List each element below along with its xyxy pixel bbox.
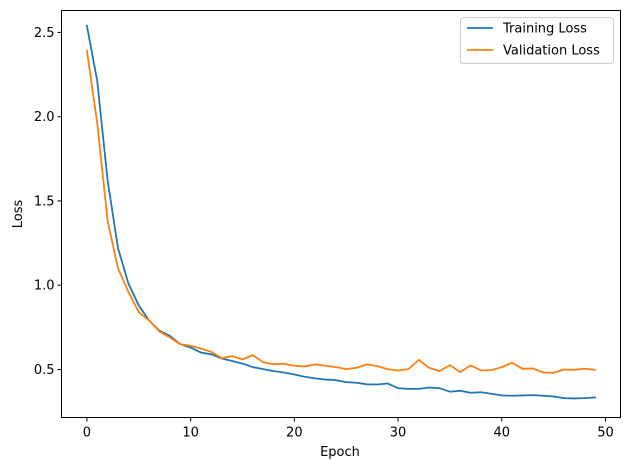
y-tick-label: 0.5 <box>34 363 55 378</box>
x-tick-label: 30 <box>390 426 407 441</box>
y-tick-label: 2.0 <box>34 110 55 125</box>
plot-area <box>61 10 621 418</box>
x-tick-label: 10 <box>182 426 199 441</box>
x-tick-label: 0 <box>83 426 91 441</box>
y-tick-label: 1.0 <box>34 279 55 294</box>
legend-box <box>460 17 614 64</box>
legend-validation-label: Validation Loss <box>503 44 600 59</box>
x-tick-label: 50 <box>597 426 614 441</box>
x-tick-label: 20 <box>286 426 303 441</box>
x-axis-label: Epoch <box>320 445 360 460</box>
y-tick-label: 1.5 <box>34 194 55 209</box>
validation-loss-line <box>85 49 597 374</box>
axes-frame <box>61 10 621 418</box>
y-tick-label: 2.5 <box>34 26 55 41</box>
training-loss-line <box>85 24 597 400</box>
y-axis-ticks: 0.5 1.0 1.5 2.0 2.5 <box>34 26 62 378</box>
series-layer <box>85 24 597 400</box>
legend-training-label: Training Loss <box>502 22 587 37</box>
y-axis-label: Loss <box>11 200 26 229</box>
x-axis-ticks: 0 10 20 30 40 50 <box>83 417 614 441</box>
legend: Training Loss Validation Loss <box>460 17 614 64</box>
x-tick-label: 40 <box>493 426 510 441</box>
